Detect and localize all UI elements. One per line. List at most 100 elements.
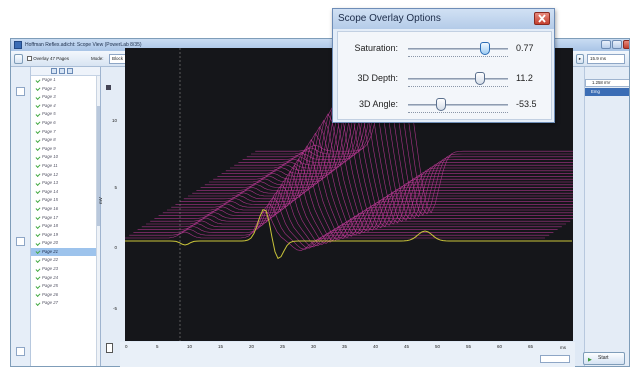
check-icon (35, 111, 41, 117)
minimize-button[interactable] (601, 40, 611, 49)
overlay-trace (200, 94, 621, 230)
check-icon (35, 257, 41, 263)
page-list-item[interactable]: Page 16 (31, 205, 100, 214)
page-label: Page 21 (42, 248, 59, 254)
slider-thumb[interactable] (436, 98, 446, 111)
page-list-item[interactable]: Page 8 (31, 136, 100, 145)
x-tick-label: 50 (435, 344, 441, 349)
check-icon (35, 129, 41, 135)
overlay-trace (192, 106, 613, 232)
list-tool-button[interactable] (51, 68, 57, 74)
scale-control-icon[interactable] (106, 343, 113, 353)
x-tick-label: 0 (125, 344, 128, 349)
page-nav-up-button[interactable] (16, 87, 25, 96)
window-close-button[interactable] (623, 40, 629, 49)
mode-value: Block (112, 56, 124, 61)
page-list-item[interactable]: Page 27 (31, 299, 100, 308)
page-label: Page 12 (42, 171, 59, 177)
dialog-title: Scope Overlay Options (338, 13, 441, 24)
scope-overlay-options-dialog: Scope Overlay Options Saturation: 0.77 3D … (332, 8, 555, 123)
page-list-item[interactable]: Page 20 (31, 239, 100, 248)
slider-thumb[interactable] (475, 72, 485, 85)
check-icon (35, 120, 41, 126)
scale-up-icon[interactable] (106, 85, 111, 90)
dialog-title-bar: Scope Overlay Options (333, 9, 554, 29)
page-list-item[interactable]: Page 17 (31, 214, 100, 223)
page-list-item[interactable]: Page 18 (31, 222, 100, 231)
slider-thumb[interactable] (480, 42, 490, 55)
page-list-item[interactable]: Page 2 (31, 85, 100, 94)
slider-ticks (408, 111, 508, 113)
page-list-item[interactable]: Page 13 (31, 179, 100, 188)
overlay-trace (129, 203, 550, 250)
x-tick-label: 45 (404, 344, 410, 349)
page-list-item[interactable]: Page 6 (31, 119, 100, 128)
overlay-label: Overlay 47 Pages (33, 56, 70, 61)
page-list-item[interactable]: Page 4 (31, 102, 100, 111)
page-list-item[interactable]: Page 15 (31, 196, 100, 205)
list-tool-button[interactable] (59, 68, 65, 74)
display-button[interactable] (14, 54, 23, 64)
y-tick-label: 10 (111, 118, 117, 123)
page-list-item[interactable]: Page 11 (31, 162, 100, 171)
overlay-trace (221, 62, 635, 224)
page-label: Page 25 (42, 283, 59, 289)
page-list-item[interactable]: Page 23 (31, 265, 100, 274)
overlay-checkbox[interactable] (27, 56, 32, 62)
page-list-item[interactable]: Page 9 (31, 145, 100, 154)
list-tool-button[interactable] (67, 68, 73, 74)
x-tick-label: 35 (342, 344, 348, 349)
dialog-body: Saturation: 0.77 3D Depth: 11.2 3D Angle: -53… (337, 31, 552, 120)
play-icon: ▶ (588, 357, 592, 363)
page-list-item[interactable]: Page 14 (31, 188, 100, 197)
page-list-item[interactable]: Page 22 (31, 256, 100, 265)
page-list-item[interactable]: Page 21 (31, 247, 100, 257)
zoom-control[interactable] (540, 355, 570, 363)
start-button[interactable]: ▶ Start (583, 352, 625, 365)
check-icon (35, 240, 41, 246)
time-readout: 15.9 ms (587, 54, 625, 64)
page-list-item[interactable]: Page 19 (31, 231, 100, 240)
page-label: Page 1 (42, 77, 56, 82)
check-icon (35, 275, 41, 281)
page-list-toolbar (31, 67, 100, 76)
x-tick-label: 55 (466, 344, 472, 349)
page-list-item[interactable]: Page 10 (31, 153, 100, 162)
overlay-trace (158, 158, 579, 242)
page-list-item[interactable]: Page 12 (31, 171, 100, 180)
slider-track[interactable] (408, 104, 508, 106)
overlay-trace (141, 183, 562, 247)
page-label: Page 9 (42, 145, 56, 151)
check-icon (35, 94, 41, 100)
close-icon (538, 14, 546, 23)
slider-track[interactable] (408, 78, 508, 80)
page-label: Page 24 (42, 274, 59, 280)
page-nav-button[interactable] (16, 237, 25, 246)
overlay-toggle[interactable]: Overlay 47 Pages (27, 54, 69, 64)
page-list-item[interactable]: Page 5 (31, 110, 100, 119)
page-list-item[interactable]: Page 25 (31, 282, 100, 291)
x-tick-label: 40 (373, 344, 379, 349)
channel-selector[interactable]: Emg (585, 88, 629, 96)
maximize-button[interactable] (612, 40, 622, 49)
slider-value: 0.77 (516, 43, 534, 53)
dialog-close-button[interactable] (534, 12, 550, 25)
check-icon (35, 163, 41, 169)
overlay-trace (146, 177, 566, 245)
page-nav-down-button[interactable] (16, 347, 25, 356)
start-label: Start (598, 355, 609, 361)
arrow-icon[interactable]: ▸ (576, 54, 584, 64)
page-list-item[interactable]: Page 26 (31, 291, 100, 300)
page-label: Page 19 (42, 231, 59, 237)
page-list-item[interactable]: Page 7 (31, 128, 100, 137)
check-icon (35, 180, 41, 186)
page-label: Page 16 (42, 205, 59, 211)
page-list-item[interactable]: Page 1 (31, 76, 100, 85)
page-list-scrollbar[interactable] (96, 76, 100, 366)
page-label: Page 8 (42, 137, 56, 143)
check-icon (35, 77, 41, 83)
page-list-item[interactable]: Page 3 (31, 93, 100, 102)
scrollbar-thumb[interactable] (97, 106, 100, 226)
slider-track[interactable] (408, 48, 508, 50)
page-list-item[interactable]: Page 24 (31, 274, 100, 283)
